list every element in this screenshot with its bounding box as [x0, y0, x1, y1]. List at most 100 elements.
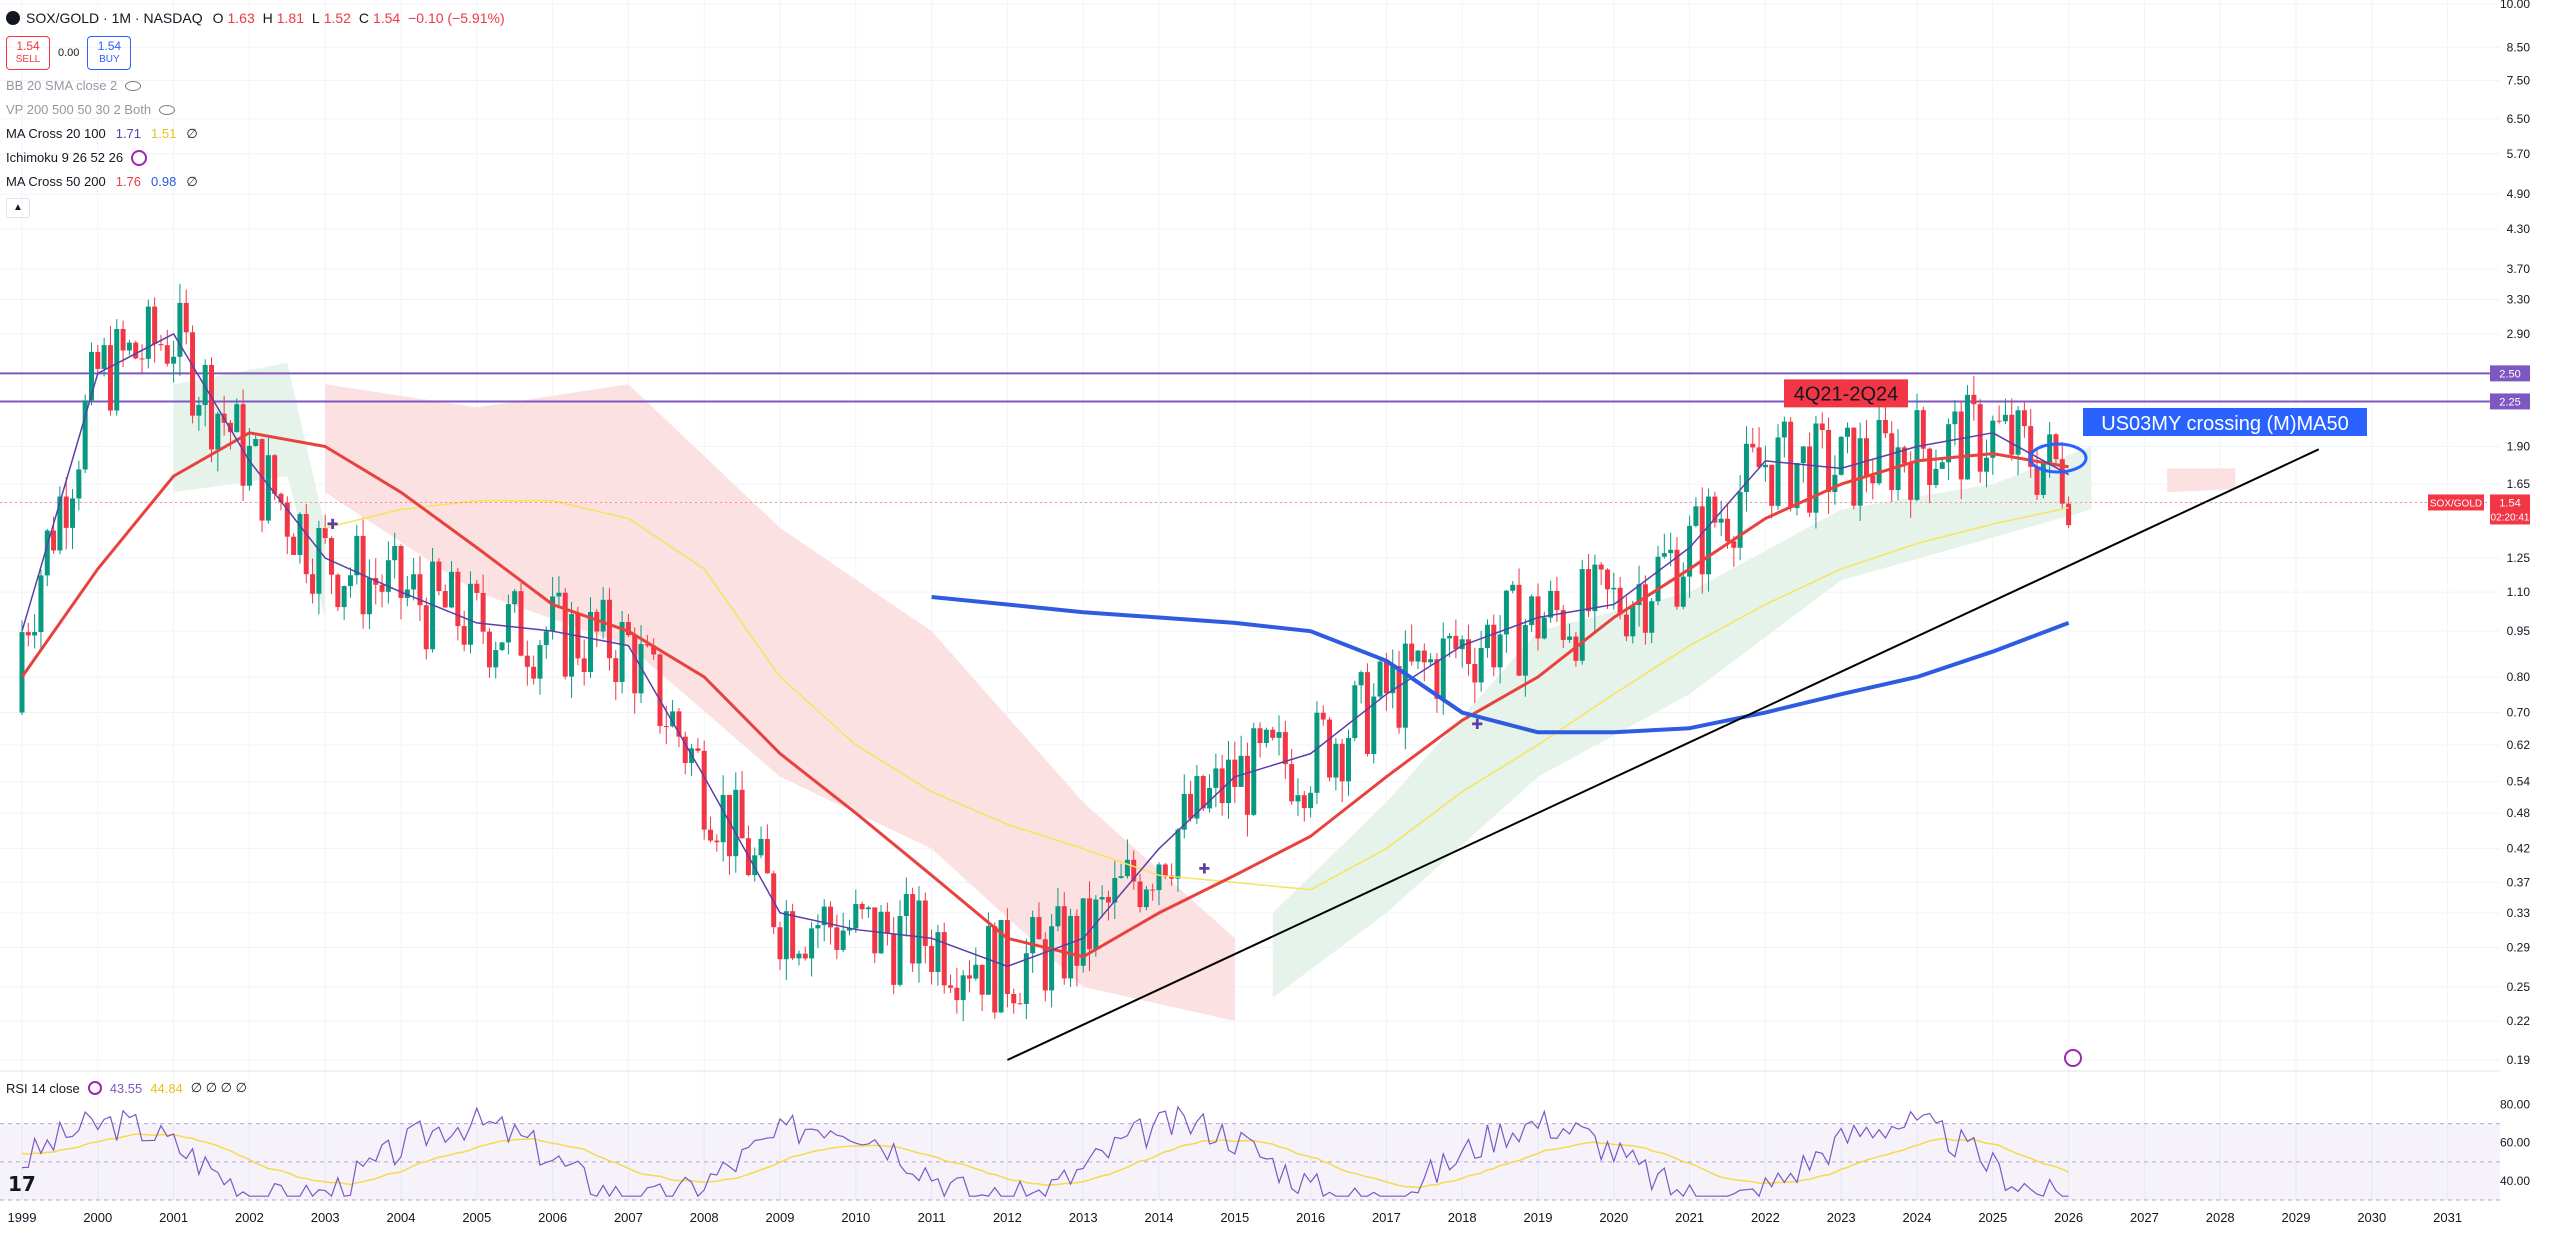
candle-body	[1788, 421, 1794, 509]
cloud-green	[1272, 446, 2092, 998]
candle-body	[32, 632, 38, 636]
ma100-value: 1.51	[151, 126, 177, 141]
candle-body	[411, 574, 417, 590]
level-tag	[2490, 393, 2530, 410]
candle-body	[1977, 404, 1983, 472]
indicator-ichimoku[interactable]: Ichimoku 9 26 52 26	[6, 146, 505, 170]
candle-body	[1478, 647, 1484, 683]
candle-body	[480, 592, 486, 632]
candle-body	[1725, 518, 1730, 542]
candle-body	[1541, 617, 1547, 639]
candle-body	[499, 642, 505, 651]
candle-body	[1611, 587, 1617, 590]
candle-body	[550, 596, 556, 632]
candle-body	[1434, 659, 1440, 699]
moving-averages: ✚ ✚ ✚	[20, 333, 2320, 1061]
eye-hidden-icon[interactable]	[125, 81, 142, 91]
symbol-tag-text: SOX/GOLD	[2430, 498, 2482, 509]
annotation-red-text: 4Q21-2Q24	[1794, 383, 1899, 405]
price-axis-label: 0.62	[2507, 738, 2531, 752]
candle-body	[1232, 759, 1238, 787]
ma200-line	[325, 499, 2069, 891]
candle-body	[196, 405, 202, 416]
rsi-legend[interactable]: RSI 14 close 43.55 44.84 ∅ ∅ ∅ ∅	[6, 1080, 247, 1096]
price-axis-label: 0.22	[2507, 1014, 2531, 1028]
price-tag-value: 1.54	[2499, 497, 2520, 509]
sell-button[interactable]: 1.54 SELL	[6, 36, 50, 70]
level-tag	[2490, 365, 2530, 382]
time-axis-label: 2001	[159, 1210, 188, 1225]
price-axis-label: 7.50	[2507, 74, 2531, 88]
candle-body	[1207, 787, 1213, 809]
candle-body	[2021, 410, 2027, 427]
candle-body	[133, 342, 139, 359]
rsi-settings-icon[interactable]	[87, 1081, 102, 1095]
candle-body	[1036, 917, 1042, 940]
tradingview-logo-icon[interactable]: 17	[8, 1172, 36, 1196]
time-axis-label: 2018	[1448, 1210, 1477, 1225]
candle-body	[379, 584, 385, 592]
candle-body	[872, 907, 878, 954]
candle-body	[1845, 427, 1851, 437]
candle-body	[354, 535, 360, 576]
candle-body	[1819, 423, 1825, 430]
buy-button[interactable]: 1.54 BUY	[87, 36, 132, 70]
candle-body	[1415, 650, 1421, 662]
collapse-legend-button[interactable]: ▲	[6, 198, 30, 218]
candle-body	[1017, 1003, 1023, 1005]
candle-body	[486, 631, 492, 668]
candle-body	[802, 953, 808, 959]
candle-body	[1156, 864, 1162, 891]
ichimoku-settings-icon[interactable]	[131, 150, 148, 166]
candle-body	[107, 345, 113, 411]
eye-hidden-icon[interactable]	[159, 105, 176, 115]
open-label: O	[212, 10, 224, 26]
candle-body	[815, 925, 821, 929]
price-tag-countdown: 02:20:41	[2491, 512, 2530, 523]
candle-body	[1579, 569, 1585, 661]
indicator-bb[interactable]: BB 20 SMA close 2	[6, 74, 505, 98]
candle-body	[1080, 898, 1086, 966]
indicator-vp-label: VP 200 500 50 30 2 Both	[6, 102, 152, 117]
candle-body	[701, 750, 707, 830]
candle-body	[139, 358, 145, 360]
candle-body	[967, 975, 972, 979]
time-axis-label: 2026	[2054, 1210, 2083, 1225]
indicator-ma-cross-50-200[interactable]: MA Cross 50 200 1.76 0.98 ∅	[6, 170, 505, 194]
price-axis-label: 1.65	[2507, 477, 2531, 491]
candle-body	[272, 455, 278, 494]
candle-body	[1068, 915, 1074, 979]
indicator-vp[interactable]: VP 200 500 50 30 2 Both	[6, 98, 505, 122]
horizontal-levels: 2.50 2.25	[0, 365, 2530, 410]
time-axis-label: 2022	[1751, 1210, 1780, 1225]
candle-body	[1497, 634, 1503, 668]
low-value: 1.52	[323, 10, 351, 26]
price-axis-label: 4.30	[2507, 222, 2531, 236]
time-axis-label: 2020	[1599, 1210, 1628, 1225]
price-axis-label: 0.29	[2507, 940, 2531, 954]
candle-body	[720, 794, 726, 843]
annotations[interactable]: 4Q21-2Q24 US03MY crossing (M)MA50 SOX/GOLD…	[0, 379, 2530, 525]
candle-body	[38, 575, 44, 633]
candle-body	[764, 838, 770, 874]
candle-body	[1030, 917, 1036, 954]
price-axis-label: 2.90	[2507, 327, 2531, 341]
candle-body	[171, 356, 177, 364]
price-axis-label: 1.10	[2507, 585, 2531, 599]
time-axis-label: 2016	[1296, 1210, 1325, 1225]
candle-body	[1927, 448, 1933, 486]
candle-body	[1503, 590, 1509, 635]
candle-body	[177, 302, 183, 357]
symbol-title[interactable]: SOX/GOLD · 1M · NASDAQ	[26, 10, 203, 26]
candle-body	[910, 894, 916, 964]
candle-body	[588, 611, 593, 673]
candle-body	[493, 650, 499, 668]
candle-body	[1826, 429, 1832, 493]
indicator-ma-cross-20-100[interactable]: MA Cross 20 100 1.71 1.51 ∅	[6, 122, 505, 146]
candle-body	[253, 439, 259, 446]
candle-body	[95, 351, 101, 369]
candle-body	[1838, 436, 1844, 475]
candle-body	[341, 586, 347, 608]
symbol-row[interactable]: SOX/GOLD · 1M · NASDAQ O 1.63 H 1.81 L 1.52…	[6, 6, 505, 30]
